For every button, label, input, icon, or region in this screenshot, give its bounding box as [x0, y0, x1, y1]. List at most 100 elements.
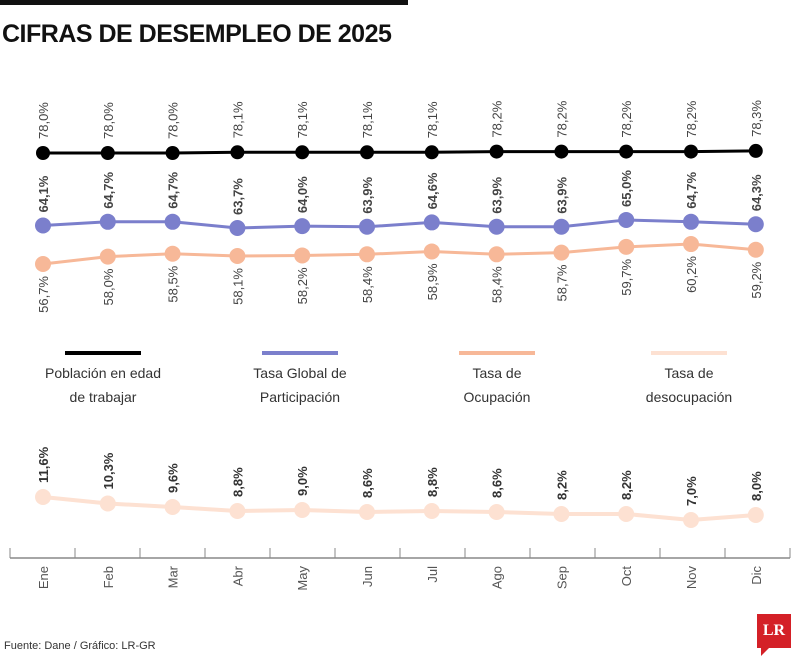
data-label: 78,2%	[490, 100, 505, 137]
data-point	[488, 504, 505, 520]
legend-item-2: Tasa de Ocupación	[459, 351, 535, 405]
tick-label: Dic	[749, 566, 764, 585]
data-label: 10,3%	[101, 452, 116, 489]
data-label: 58,0%	[101, 268, 116, 305]
data-label: 58,2%	[295, 267, 310, 304]
data-label: 63,7%	[230, 178, 245, 215]
data-label: 78,3%	[749, 100, 764, 137]
data-label: 64,1%	[36, 175, 51, 212]
legend-label: Tasa de	[472, 365, 521, 381]
data-point	[230, 145, 245, 160]
data-point	[164, 213, 181, 230]
data-point	[423, 214, 440, 231]
data-label: 64,7%	[101, 171, 116, 208]
data-label: 78,0%	[101, 102, 116, 139]
data-label: 9,0%	[295, 466, 310, 496]
data-point	[619, 144, 634, 159]
data-label: 9,6%	[166, 463, 181, 493]
data-label: 60,2%	[684, 256, 699, 293]
series-1: 64,1% 64,7% 64,7% 63,7% 64,0% 63,9% 64,6% 63,9%…	[35, 170, 764, 236]
series-line	[42, 242, 756, 266]
data-label: 7,0%	[684, 476, 699, 506]
data-label: 8,2%	[554, 470, 569, 500]
tick-label: Feb	[101, 566, 116, 588]
data-point	[359, 246, 375, 263]
data-label: 78,1%	[425, 101, 440, 138]
data-point	[618, 238, 635, 255]
tick-label: Ago	[490, 566, 505, 589]
data-label: 64,3%	[749, 174, 764, 211]
data-point	[229, 220, 246, 236]
legend-label: desocupación	[646, 389, 732, 405]
data-label: 64,7%	[166, 171, 181, 208]
data-label: 78,0%	[166, 102, 181, 139]
legend-item-1: Tasa Global de Participación	[253, 351, 347, 405]
data-label: 78,2%	[684, 100, 699, 137]
data-label: 63,9%	[360, 176, 375, 213]
data-point	[165, 146, 180, 160]
data-point	[553, 506, 570, 522]
data-point	[488, 246, 505, 263]
legend-item-0: Población en edad de trabajar	[45, 351, 161, 405]
data-label: 8,8%	[230, 467, 245, 497]
data-point	[423, 503, 440, 519]
tick-label: Nov	[684, 566, 699, 590]
title-rule	[0, 0, 408, 5]
data-point	[683, 236, 699, 253]
tick-label: Ene	[36, 566, 51, 589]
data-label: 8,6%	[360, 468, 375, 498]
data-label: 8,0%	[749, 471, 764, 501]
data-point	[747, 216, 764, 233]
tick-label: Mar	[166, 565, 181, 588]
data-label: 63,9%	[554, 176, 569, 213]
data-label: 8,2%	[619, 470, 634, 500]
data-label: 11,6%	[36, 446, 51, 483]
source-note: Fuente: Dane / Gráfico: LR-GR	[4, 640, 156, 652]
data-point	[100, 146, 115, 160]
legend-label: Tasa de	[664, 365, 713, 381]
data-label: 58,5%	[166, 265, 181, 302]
data-point	[294, 247, 311, 264]
data-point	[489, 144, 504, 159]
data-point	[35, 489, 51, 505]
data-label: 8,8%	[425, 467, 440, 497]
x-axis: Ene Feb Mar Abr May Jun Jul Ago Sep Oct Nov Dic	[9, 548, 791, 591]
data-point	[748, 143, 763, 158]
data-point	[423, 243, 440, 260]
data-label: 58,4%	[490, 266, 505, 303]
data-point	[424, 145, 439, 160]
data-point	[359, 218, 375, 235]
legend-label: Ocupación	[464, 389, 531, 405]
tick-label: Jul	[425, 566, 440, 583]
data-point	[488, 218, 505, 235]
data-point	[35, 256, 51, 272]
data-point	[553, 244, 570, 261]
legend-label: de trabajar	[70, 389, 137, 405]
data-point	[747, 241, 764, 258]
data-point	[553, 218, 570, 235]
data-point	[554, 144, 569, 159]
series-line	[42, 218, 756, 230]
data-point	[359, 504, 375, 520]
data-point	[295, 145, 310, 160]
data-point	[164, 499, 181, 515]
data-label: 63,9%	[490, 176, 505, 213]
tick-label: May	[295, 566, 310, 591]
tick-label: Sep	[554, 566, 569, 589]
data-point	[294, 502, 311, 518]
data-label: 78,2%	[619, 100, 634, 137]
data-point	[618, 506, 635, 522]
series-2: 56,7% 58,0% 58,5% 58,1% 58,2% 58,4% 58,9% 58,4%…	[35, 236, 764, 313]
data-label: 78,2%	[554, 100, 569, 137]
data-point	[99, 495, 116, 512]
data-label: 58,9%	[425, 263, 440, 300]
data-point	[683, 512, 699, 528]
series-3: 11,6% 10,3% 9,6% 8,8% 9,0% 8,6% 8,8% 8,6% 8,2% 8,…	[35, 446, 764, 528]
data-point	[229, 248, 246, 265]
data-point	[99, 248, 116, 265]
data-label: 64,6%	[425, 172, 440, 209]
data-label: 58,4%	[360, 266, 375, 303]
data-point	[360, 145, 374, 160]
legend-label: Participación	[260, 389, 340, 405]
